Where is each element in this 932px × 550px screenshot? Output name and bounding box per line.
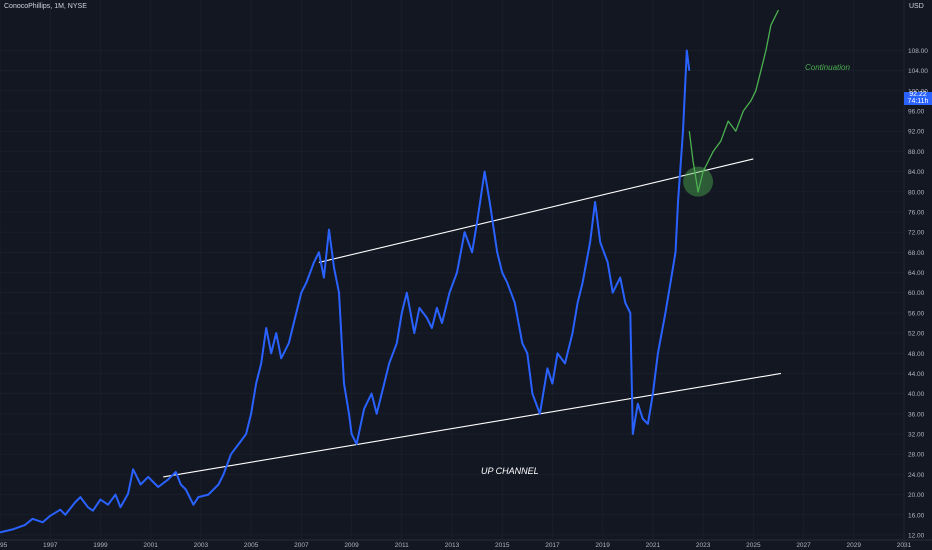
price-series-line — [0, 49, 691, 534]
y-tick-label: 40.00 — [908, 391, 925, 398]
x-tick-label: 2019 — [595, 542, 610, 549]
y-tick-label: 44.00 — [908, 371, 925, 378]
currency-label: USD — [909, 3, 924, 10]
y-tick-label: 16.00 — [908, 512, 925, 519]
last-price-value: 92.22 — [909, 91, 927, 98]
y-tick-label: 108.00 — [908, 48, 928, 55]
y-tick-label: 88.00 — [908, 149, 925, 156]
y-tick-label: 96.00 — [908, 109, 925, 116]
x-tick-label: 2031 — [897, 542, 912, 549]
y-tick-label: 80.00 — [908, 189, 925, 196]
y-tick-label: 64.00 — [908, 270, 925, 277]
breakout-marker-circle — [683, 166, 714, 197]
projection-series-line — [688, 9, 779, 193]
channel-lower-line — [163, 372, 782, 478]
y-tick-label: 52.00 — [908, 331, 925, 338]
x-tick-label: 2025 — [746, 542, 761, 549]
x-tick-label: 2011 — [395, 542, 409, 549]
x-tick-label: 2027 — [796, 542, 811, 549]
bar-countdown: 74:11h — [907, 97, 929, 105]
y-tick-label: 84.00 — [908, 169, 925, 176]
x-tick-label: 2003 — [194, 542, 209, 549]
continuation-annotation: Continuation — [805, 63, 850, 72]
x-tick-label: 2015 — [495, 542, 510, 549]
x-tick-label: 1995 — [0, 542, 8, 549]
y-tick-label: 100.00 — [908, 88, 928, 95]
y-tick-label: 36.00 — [908, 411, 925, 418]
y-tick-label: 60.00 — [908, 290, 925, 297]
x-tick-label: 2029 — [847, 542, 862, 549]
y-tick-label: 72.00 — [908, 230, 925, 237]
x-tick-label: 1999 — [93, 542, 108, 549]
chart-ticker-label: ConocoPhillips, 1M, NYSE — [4, 3, 87, 10]
y-tick-label: 104.00 — [908, 68, 928, 75]
y-tick-label: 56.00 — [908, 310, 925, 317]
y-tick-label: 32.00 — [908, 432, 925, 439]
x-tick-label: 1997 — [43, 542, 58, 549]
y-tick-label: 92.00 — [908, 129, 925, 136]
y-tick-label: 20.00 — [908, 492, 925, 499]
last-price-tag: 92.22 74:11h — [904, 91, 932, 105]
y-tick-label: 68.00 — [908, 250, 925, 257]
channel-upper-line — [318, 158, 754, 263]
x-tick-label: 2021 — [646, 542, 661, 549]
x-tick-label: 2017 — [545, 542, 560, 549]
x-tick-label: 2001 — [143, 542, 158, 549]
y-tick-label: 28.00 — [908, 452, 925, 459]
x-tick-label: 2005 — [244, 542, 259, 549]
y-tick-label: 48.00 — [908, 351, 925, 358]
y-tick-label: 12.00 — [908, 532, 925, 539]
up-channel-annotation: UP CHANNEL — [481, 466, 539, 476]
x-tick-label: 2009 — [344, 542, 359, 549]
x-tick-label: 2007 — [294, 542, 309, 549]
y-tick-label: 24.00 — [908, 472, 925, 479]
y-tick-label: 76.00 — [908, 209, 925, 216]
x-tick-label: 2023 — [696, 542, 711, 549]
x-tick-label: 2013 — [445, 542, 460, 549]
